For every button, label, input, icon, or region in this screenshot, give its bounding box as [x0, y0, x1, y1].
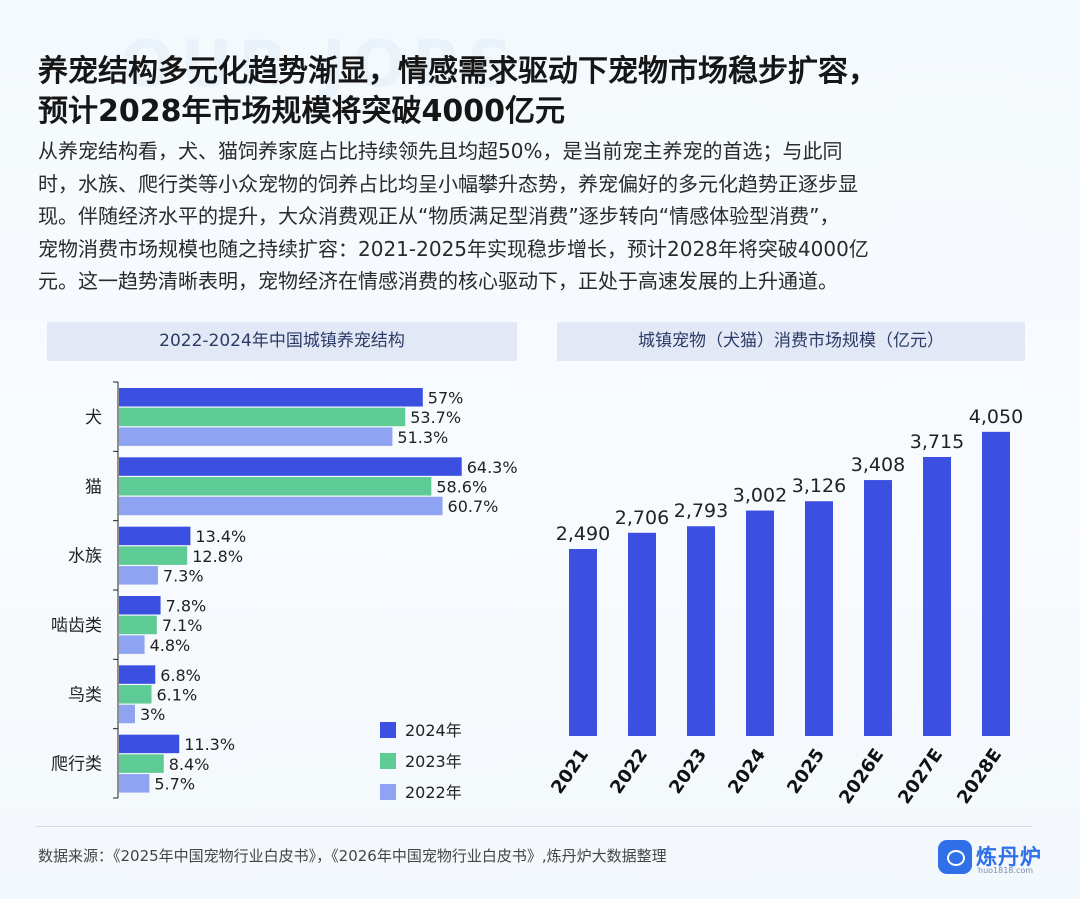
- legend-swatch: [380, 753, 396, 769]
- title-line-2: 预计2028年市场规模将突破4000亿元: [38, 94, 565, 129]
- bar: [119, 526, 191, 546]
- legend-label: 2022年: [405, 783, 462, 802]
- bar: [119, 754, 164, 773]
- summary-line: 宠物消费市场规模也随之持续扩容：2021-2025年实现稳步增长，预计2028年…: [38, 236, 869, 261]
- bar-value-label: 2,706: [615, 507, 669, 529]
- summary-line: 从养宠结构看，犬、猫饲养家庭占比持续领先且均超50%，是当前宠主养宠的首选；与此…: [38, 139, 843, 163]
- market-size-chart-title: 城镇宠物（犬猫）消费市场规模（亿元）: [557, 322, 1025, 361]
- x-tick-label: 2026E: [835, 745, 888, 808]
- data-label: 8.4%: [169, 755, 210, 774]
- category-label: 猫: [85, 477, 102, 497]
- category-label: 水族: [68, 547, 102, 567]
- x-tick-label: 2021: [547, 745, 593, 798]
- category-label: 爬行类: [51, 755, 102, 775]
- x-tick-label: 2027E: [894, 745, 947, 808]
- data-label: 58.6%: [436, 478, 487, 497]
- bar: [119, 566, 158, 585]
- data-label: 7.8%: [166, 597, 207, 616]
- category-label: 鸟类: [68, 685, 102, 705]
- bar-value-label: 3,126: [792, 475, 846, 497]
- x-tick-label: 2022: [606, 745, 652, 798]
- data-label: 51.3%: [397, 428, 448, 447]
- x-tick-label: 2025: [783, 745, 829, 798]
- category-label: 啮齿类: [51, 616, 102, 636]
- title-line-1: 养宠结构多元化趋势渐显，情感需求驱动下宠物市场稳步扩容，: [38, 54, 878, 89]
- background-watermark: OUR JOBS: [120, 28, 520, 102]
- pet-structure-chart-title: 2022-2024年中国城镇养宠结构: [47, 322, 517, 361]
- bar: [119, 388, 423, 407]
- legend-label: 2023年: [405, 752, 462, 771]
- bar-value-label: 3,002: [733, 485, 787, 507]
- data-source: 数据来源：《2025年中国宠物行业白皮书》，《2026年中国宠物行业白皮书》,炼…: [38, 847, 667, 865]
- logo-url: huo1818.com: [978, 866, 1034, 875]
- data-label: 6.1%: [157, 686, 198, 705]
- bar: [119, 596, 161, 615]
- data-label: 64.3%: [467, 458, 518, 477]
- bar-value-label: 4,050: [969, 406, 1023, 428]
- bar-value-label: 3,715: [910, 431, 964, 453]
- data-label: 6.8%: [160, 666, 201, 685]
- data-label: 13.4%: [195, 527, 246, 546]
- bar: [119, 704, 135, 724]
- market-bar: [864, 480, 892, 736]
- market-bar: [923, 457, 951, 736]
- data-label: 5.7%: [154, 775, 195, 794]
- bar: [119, 665, 156, 684]
- summary-paragraph: 从养宠结构看，犬、猫饲养家庭占比持续领先且均超50%，是当前宠主养宠的首选；与此…: [38, 135, 1048, 298]
- summary-line: 元。这一趋势清晰表明，宠物经济在情感消费的核心驱动下，正处于高速发展的上升通道。: [38, 269, 838, 293]
- bar: [119, 477, 432, 496]
- market-bar: [628, 532, 656, 736]
- data-label: 4.8%: [150, 636, 191, 655]
- bar: [119, 407, 406, 427]
- summary-line: 现。伴随经济水平的提升，大众消费观正从“物质满足型消费”逐步转向“情感体验型消费…: [38, 204, 840, 228]
- bar-value-label: 3,408: [851, 454, 905, 476]
- bar: [119, 546, 188, 565]
- data-label: 12.8%: [192, 547, 243, 566]
- data-label: 7.3%: [163, 567, 204, 586]
- data-label: 7.1%: [162, 616, 203, 635]
- page-title: 养宠结构多元化趋势渐显，情感需求驱动下宠物市场稳步扩容， 预计2028年市场规模…: [38, 52, 1048, 132]
- logo-icon: [938, 840, 972, 874]
- bar-value-label: 2,490: [556, 523, 610, 545]
- bar: [119, 496, 443, 516]
- x-tick-label: 2028E: [953, 745, 1006, 808]
- bar: [119, 457, 462, 476]
- bar: [119, 427, 393, 446]
- x-tick-label: 2023: [665, 745, 711, 798]
- brand-logo: 炼丹炉 huo1818.com: [938, 834, 1050, 882]
- market-bar: [569, 549, 597, 736]
- bar: [119, 635, 145, 654]
- footer-divider: [36, 826, 1032, 827]
- legend-label: 2024年: [405, 721, 462, 740]
- summary-line: 时，水族、爬行类等小众宠物的饲养占比均呈小幅攀升态势，养宠偏好的多元化趋势正逐步…: [38, 171, 858, 196]
- data-label: 60.7%: [448, 497, 499, 516]
- market-bar: [982, 431, 1010, 736]
- logo-text: 炼丹炉: [976, 845, 1042, 869]
- market-bar: [805, 501, 833, 736]
- category-label: 犬: [85, 408, 102, 428]
- bar: [119, 615, 157, 635]
- bar-value-label: 2,793: [674, 500, 728, 522]
- legend-swatch: [380, 784, 396, 800]
- market-bar: [746, 510, 774, 736]
- bar: [119, 734, 180, 754]
- x-tick-label: 2024: [724, 745, 770, 798]
- bar: [119, 774, 150, 793]
- data-label: 11.3%: [184, 735, 235, 754]
- market-bar: [687, 526, 715, 736]
- data-label: 3%: [140, 705, 165, 724]
- data-label: 57%: [428, 389, 464, 408]
- bar: [119, 685, 152, 704]
- legend-swatch: [380, 722, 396, 738]
- data-label: 53.7%: [410, 408, 461, 427]
